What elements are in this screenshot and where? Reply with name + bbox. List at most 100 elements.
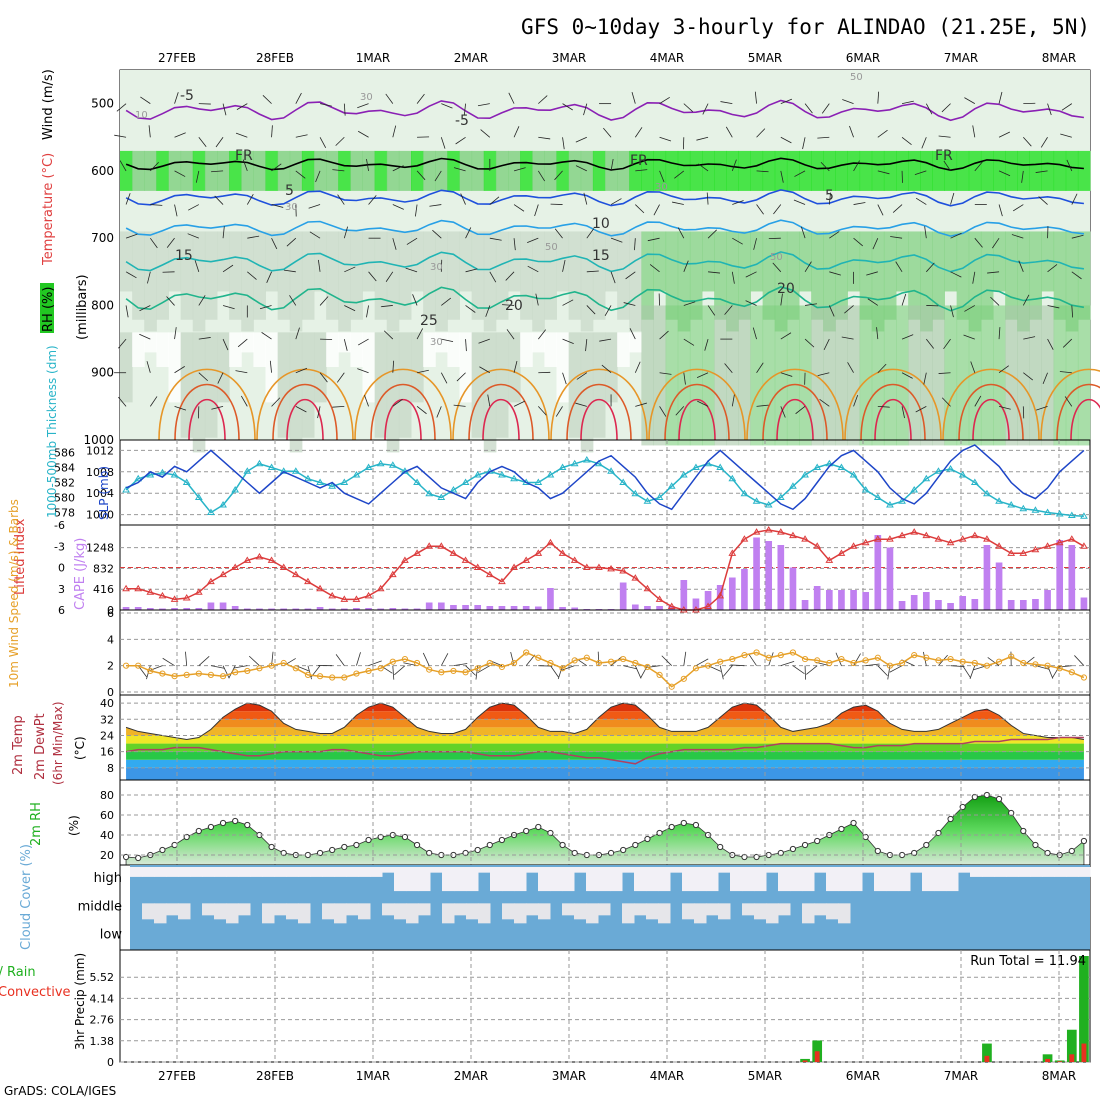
wind-barb <box>266 271 272 283</box>
y-tick-label: 0 <box>107 1056 114 1069</box>
cloud-cell-middle <box>838 903 851 924</box>
data-point <box>668 823 675 831</box>
wind-barb <box>842 99 854 105</box>
data-point <box>692 665 700 672</box>
data-point <box>910 528 919 535</box>
wind-barb <box>635 402 647 407</box>
rh-cell <box>1029 231 1042 320</box>
rh-cell <box>374 332 388 438</box>
cape-bar <box>813 586 821 610</box>
cloud-cell-high <box>706 867 719 892</box>
wind-barb <box>554 228 563 239</box>
rh-cell <box>447 150 460 191</box>
cape-bar <box>1056 540 1064 610</box>
wind-barb <box>847 362 854 373</box>
rh-cell <box>435 332 448 353</box>
cloud-cell-middle <box>766 903 779 924</box>
cloud-cell-middle <box>826 903 839 920</box>
data-point <box>219 819 227 827</box>
wind-barb <box>1012 204 1024 212</box>
wind-barb <box>780 372 793 377</box>
rh-cell <box>253 231 266 320</box>
data-point <box>923 841 930 849</box>
wind-barb <box>829 271 841 276</box>
temperature-band <box>126 711 1084 720</box>
wind-barb <box>585 339 588 352</box>
wind-barb <box>385 271 394 282</box>
cape-bar <box>1007 600 1015 610</box>
rh-cell <box>847 305 861 446</box>
cloud-cell-middle <box>718 903 731 920</box>
data-point <box>946 538 955 546</box>
rh-cell <box>301 231 315 320</box>
cloud-cell-middle <box>382 903 395 916</box>
isotherm-label: -5 <box>180 88 194 104</box>
wind-barb <box>146 361 151 373</box>
isotherm-lobe <box>860 383 926 441</box>
panel-frame <box>119 439 1091 526</box>
cloud-cell-high <box>586 867 599 892</box>
data-point <box>122 584 130 592</box>
rh-contour-label: 30 <box>360 92 373 103</box>
rh-cell <box>714 231 727 320</box>
cape-bar <box>1019 600 1027 610</box>
wind-barb <box>659 96 670 104</box>
data-point <box>680 819 687 827</box>
rh-cell <box>605 332 618 403</box>
wind-barb <box>745 271 757 278</box>
rh-cell <box>495 150 509 191</box>
cape-bar <box>171 608 178 610</box>
rh-cell <box>362 332 376 403</box>
cloud-cell-high <box>370 867 383 877</box>
date-label: 8MAR <box>1042 1069 1077 1083</box>
wind-barb <box>732 200 744 205</box>
cloud-cell-high <box>514 867 527 892</box>
y-axis-label-temp: 2m Temp <box>11 715 26 775</box>
rh-cell <box>204 150 218 191</box>
wind-barb <box>1042 372 1048 385</box>
data-point <box>291 467 300 474</box>
wind-barb <box>992 237 1000 249</box>
data-point <box>485 570 494 578</box>
data-point <box>158 468 167 476</box>
cloud-cell-middle <box>442 903 455 924</box>
cloud-cell-high <box>322 867 335 877</box>
cloud-cell-middle <box>466 903 479 920</box>
y-axis-label-cloud: Cloud Cover (%) <box>19 844 34 950</box>
wind-barb <box>634 127 643 138</box>
rh-cell <box>956 305 970 446</box>
wind-barb <box>805 303 818 306</box>
isotherm-label: 15 <box>175 248 193 264</box>
y-tick-label-right: 1004 <box>86 487 114 500</box>
wind-barb <box>357 103 369 109</box>
data-point <box>122 486 130 493</box>
rh-cell <box>508 231 521 292</box>
cloud-cell-middle <box>178 903 191 920</box>
cloud-cell-high <box>550 867 563 892</box>
wind-barb <box>283 269 296 273</box>
date-label: 7MAR <box>944 51 979 65</box>
wind-barb <box>950 305 954 318</box>
y-axis-label-slp: SLP (mb) <box>97 466 111 520</box>
data-point <box>316 478 324 485</box>
wind-barb <box>877 91 880 104</box>
data-point <box>268 662 275 669</box>
wind-barb <box>707 229 717 239</box>
cape-bar <box>692 598 700 610</box>
rh-cell <box>580 150 594 191</box>
wind-barb <box>440 137 446 149</box>
wind-barb <box>485 305 491 317</box>
cloud-cell-middle <box>586 903 599 924</box>
data-point <box>498 471 506 478</box>
wind-barb <box>780 98 793 105</box>
data-point <box>437 493 446 500</box>
rh-cell <box>350 231 363 320</box>
rh-cell <box>726 305 739 446</box>
data-point <box>826 659 833 667</box>
cape-bar <box>838 590 845 610</box>
wind-barb <box>118 338 127 349</box>
wind-barb <box>505 271 515 281</box>
wind-barb <box>671 201 684 205</box>
panel-frame <box>119 949 1091 1063</box>
rh-cell <box>217 332 230 403</box>
